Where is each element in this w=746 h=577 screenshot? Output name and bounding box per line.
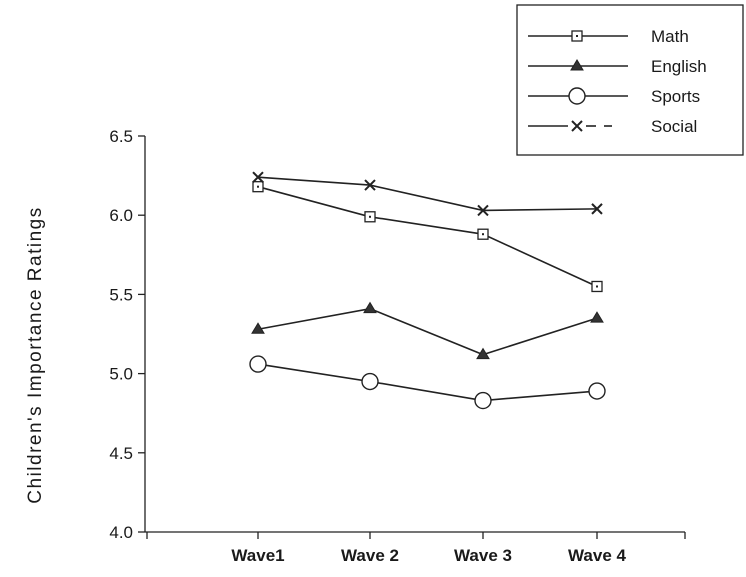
y-tick-label: 4.0: [109, 523, 133, 542]
series-line-math: [257, 185, 598, 288]
point-social-stroke: [252, 171, 264, 183]
legend-label-social: Social: [651, 117, 697, 136]
y-tick-label: 5.5: [109, 285, 133, 304]
series-layer: [249, 171, 606, 410]
series-line-sports: [257, 363, 598, 402]
point-math-dot: [257, 185, 259, 188]
x-tick-label: Wave 3: [454, 546, 512, 565]
y-tick-label: 6.0: [109, 206, 133, 225]
point-social: [364, 179, 376, 191]
y-tick-label: 6.5: [109, 127, 133, 146]
series-social: [252, 171, 603, 217]
series-math: [252, 181, 603, 293]
point-english: [363, 301, 377, 314]
point-sports: [474, 391, 492, 410]
point-math-dot: [596, 285, 598, 288]
axes: 4.0 4.5 5.0 5.5 6.0 6.5 Wave1 Wave 2 Wave 3 Wave …: [109, 127, 686, 565]
x-tick-label: Wave 4: [568, 546, 627, 565]
legend-marker-english: [570, 59, 584, 71]
legend: Math English Sports Social: [516, 4, 744, 156]
point-english: [251, 322, 265, 334]
legend-marker-social-stroke: [571, 120, 583, 132]
x-tick-label: Wave1: [231, 546, 284, 565]
point-social-stroke: [591, 203, 603, 215]
legend-label-english: English: [651, 57, 707, 76]
legend-marker-sports: [568, 87, 586, 105]
point-english: [590, 311, 604, 323]
series-line-social: [257, 176, 598, 212]
point-math-dot: [369, 215, 371, 218]
series-english: [251, 301, 604, 360]
point-social: [591, 203, 603, 215]
point-social: [252, 171, 264, 183]
x-tick-label: Wave 2: [341, 546, 399, 565]
point-social-stroke: [364, 179, 376, 191]
point-math-dot: [482, 233, 484, 236]
legend-marker-math-dot: [576, 35, 578, 37]
y-axis-label: Children's Importance Ratings: [25, 206, 46, 503]
y-tick-label: 4.5: [109, 444, 133, 463]
series-sports: [249, 355, 606, 410]
legend-label-sports: Sports: [651, 87, 700, 106]
point-social: [477, 204, 489, 217]
legend-box: [516, 4, 744, 156]
point-english: [476, 347, 490, 360]
series-line-english: [257, 307, 598, 356]
point-sports: [249, 355, 267, 373]
legend-label-math: Math: [651, 27, 689, 46]
legend-marker-social: [571, 120, 583, 132]
point-sports: [361, 372, 379, 391]
point-sports: [588, 382, 606, 400]
point-social-stroke: [477, 204, 489, 217]
y-tick-label: 5.0: [109, 365, 133, 384]
